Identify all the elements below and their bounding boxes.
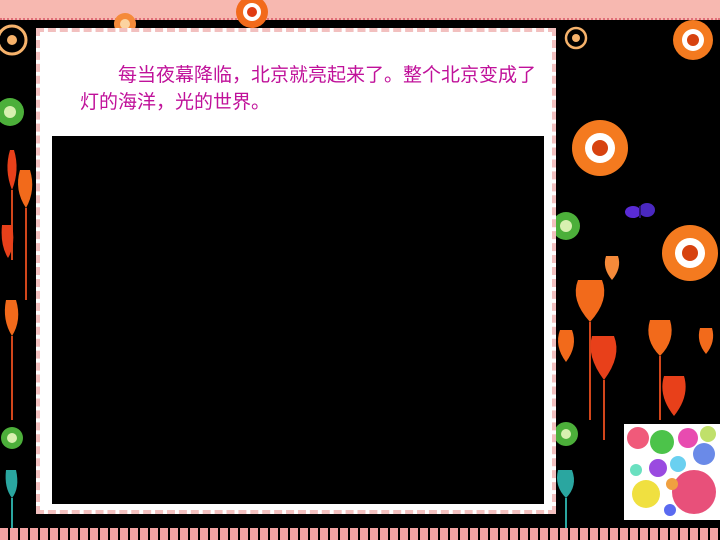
flower-icon bbox=[564, 26, 588, 50]
tulip-icon bbox=[698, 328, 714, 354]
tulip-icon bbox=[5, 470, 18, 530]
butterfly-icon bbox=[625, 203, 655, 218]
tulip-icon bbox=[590, 336, 617, 440]
tulip-icon bbox=[4, 300, 19, 420]
flower-icon bbox=[572, 120, 628, 176]
tulip-icon bbox=[558, 330, 574, 362]
tulip-icon bbox=[1, 225, 14, 258]
tulip-icon bbox=[557, 470, 574, 530]
flower-icon bbox=[552, 212, 580, 240]
tulip-icon bbox=[662, 376, 686, 416]
flower-icon bbox=[236, 0, 268, 28]
tulip-icon bbox=[18, 170, 33, 300]
flower-icon bbox=[554, 422, 578, 446]
video-area[interactable] bbox=[52, 136, 544, 504]
flower-icon bbox=[0, 24, 28, 56]
bubble-icon bbox=[627, 426, 716, 516]
tulip-icon bbox=[575, 280, 605, 420]
tulip-icon bbox=[648, 320, 672, 420]
slide-text: 每当夜幕降临，北京就亮起来了。整个北京变成了灯的海洋，光的世界。 bbox=[80, 64, 537, 113]
tulip-icon bbox=[604, 256, 620, 280]
bubbles-image bbox=[624, 424, 720, 520]
flower-icon bbox=[662, 225, 718, 281]
top-decorative-band bbox=[0, 0, 720, 20]
flower-icon bbox=[0, 98, 24, 126]
flower-icon bbox=[673, 20, 713, 60]
flower-icon bbox=[1, 427, 23, 449]
bottom-decorative-band bbox=[0, 528, 720, 540]
slide-content-frame: 每当夜幕降临，北京就亮起来了。整个北京变成了灯的海洋，光的世界。 bbox=[36, 28, 556, 514]
